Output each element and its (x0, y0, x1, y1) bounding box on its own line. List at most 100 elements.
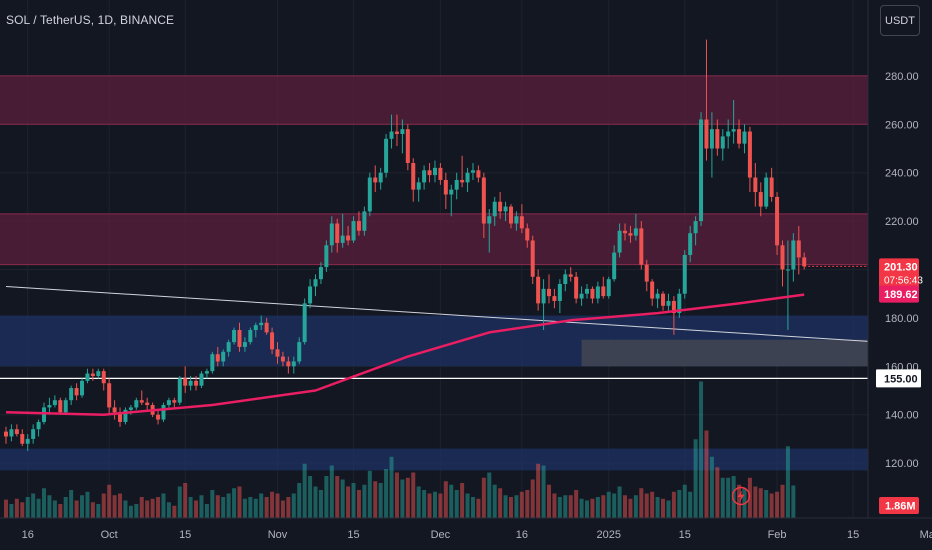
candle[interactable] (248, 330, 253, 343)
resistance-zone[interactable] (0, 213, 868, 265)
candle[interactable] (362, 211, 367, 231)
candle[interactable] (47, 405, 52, 408)
candle[interactable] (742, 131, 747, 144)
candle[interactable] (753, 177, 758, 193)
candle[interactable] (574, 276, 579, 299)
candle[interactable] (329, 223, 334, 246)
candle[interactable] (340, 235, 345, 243)
candle[interactable] (747, 131, 752, 178)
candle[interactable] (411, 163, 416, 190)
candle[interactable] (595, 286, 600, 299)
candle[interactable] (579, 293, 584, 299)
lightning-icon[interactable] (731, 486, 751, 506)
candle[interactable] (655, 293, 660, 299)
candle[interactable] (601, 286, 606, 297)
candle[interactable] (758, 192, 763, 207)
candle[interactable] (644, 264, 649, 282)
candle[interactable] (210, 354, 215, 372)
candle[interactable] (715, 129, 720, 149)
candle[interactable] (232, 330, 237, 343)
candle[interactable] (547, 288, 551, 297)
candle[interactable] (454, 179, 459, 190)
candle[interactable] (514, 216, 519, 224)
candle[interactable] (416, 182, 421, 190)
candle[interactable] (791, 240, 796, 270)
candle[interactable] (541, 288, 546, 304)
candle[interactable] (617, 230, 622, 253)
candle[interactable] (460, 179, 465, 183)
candle[interactable] (780, 245, 785, 270)
candle[interactable] (443, 179, 448, 195)
candle[interactable] (318, 267, 323, 280)
candle[interactable] (650, 281, 655, 299)
candle[interactable] (671, 300, 676, 314)
candle[interactable] (503, 206, 508, 212)
candle[interactable] (259, 322, 264, 326)
support-zone[interactable] (0, 448, 868, 471)
candle[interactable] (557, 284, 562, 301)
candle[interactable] (63, 400, 68, 413)
candle[interactable] (498, 201, 503, 212)
candle[interactable] (221, 351, 226, 362)
candle[interactable] (107, 383, 112, 408)
candle[interactable] (31, 429, 36, 439)
candle[interactable] (226, 342, 231, 352)
gray-zone[interactable] (581, 339, 913, 367)
time-axis[interactable] (0, 518, 932, 550)
trendline[interactable] (5, 285, 881, 343)
candle[interactable] (612, 252, 617, 280)
candle[interactable] (796, 240, 801, 258)
candle[interactable] (204, 371, 209, 374)
candle[interactable] (324, 245, 329, 268)
candle[interactable] (194, 380, 199, 386)
candle[interactable] (628, 233, 633, 236)
candle[interactable] (215, 354, 220, 362)
candle[interactable] (356, 221, 361, 231)
candle[interactable] (519, 216, 524, 229)
candle[interactable] (639, 228, 644, 265)
candle[interactable] (476, 170, 481, 178)
candle[interactable] (682, 254, 687, 294)
candle[interactable] (432, 167, 437, 176)
candle[interactable] (264, 322, 269, 333)
candle[interactable] (253, 325, 258, 330)
candle[interactable] (69, 388, 74, 401)
candle[interactable] (785, 269, 790, 271)
candle[interactable] (704, 119, 709, 149)
candle[interactable] (731, 129, 736, 132)
candle[interactable] (346, 235, 351, 241)
candle[interactable] (156, 414, 161, 420)
candle[interactable] (188, 380, 193, 386)
candle[interactable] (52, 400, 57, 406)
candle[interactable] (286, 361, 291, 367)
candle[interactable] (563, 274, 568, 285)
candle[interactable] (237, 330, 242, 347)
candle[interactable] (585, 288, 590, 294)
candle[interactable] (302, 303, 307, 343)
candle[interactable] (693, 221, 698, 234)
resistance-zone[interactable] (0, 75, 868, 125)
candle[interactable] (508, 206, 513, 224)
candle[interactable] (373, 177, 378, 183)
candle[interactable] (90, 373, 95, 376)
candle[interactable] (14, 429, 19, 435)
candle[interactable] (242, 342, 247, 347)
candle[interactable] (384, 138, 389, 173)
candle[interactable] (20, 434, 25, 444)
candle[interactable] (280, 356, 285, 362)
candle[interactable] (42, 407, 47, 422)
candle[interactable] (737, 129, 742, 144)
candle[interactable] (525, 228, 530, 241)
candle[interactable] (199, 373, 204, 386)
candle[interactable] (270, 332, 275, 350)
candle[interactable] (139, 400, 144, 403)
candle[interactable] (775, 196, 780, 246)
candle[interactable] (677, 293, 682, 314)
candle[interactable] (590, 288, 595, 299)
candle[interactable] (726, 131, 731, 137)
candle[interactable] (85, 373, 90, 381)
candle[interactable] (36, 421, 41, 430)
candle[interactable] (177, 378, 182, 403)
candle[interactable] (96, 371, 101, 376)
candle[interactable] (183, 378, 188, 386)
